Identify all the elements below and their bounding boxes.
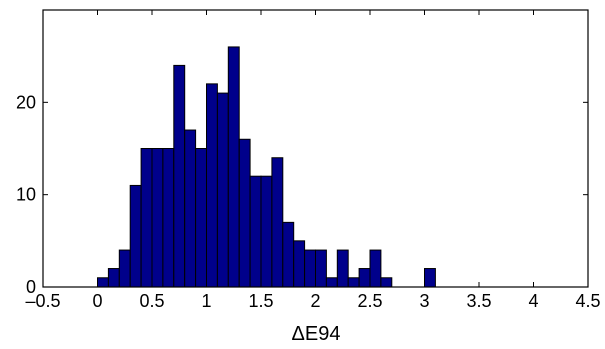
- histogram-bar: [293, 240, 306, 288]
- x-tick-label: 2: [310, 291, 320, 311]
- x-tick-label: 3.5: [466, 291, 491, 311]
- bars-group: [97, 46, 436, 288]
- x-tick-label: 0: [92, 291, 102, 311]
- histogram-bar: [271, 157, 284, 288]
- histogram-bar: [260, 175, 273, 288]
- histogram-bar: [118, 249, 131, 288]
- histogram-bar: [424, 268, 436, 288]
- histogram-bar: [336, 249, 349, 288]
- y-tick-label: 10: [16, 185, 36, 205]
- x-tick-label: 4.5: [575, 291, 600, 311]
- histogram-bar: [249, 175, 262, 288]
- x-axis-label: ΔE94: [292, 323, 341, 345]
- histogram-bar: [238, 138, 251, 288]
- histogram-bar: [129, 184, 142, 288]
- x-tick-label: –0.5: [25, 291, 60, 311]
- histogram-bar: [325, 277, 338, 288]
- y-tick-label: 20: [16, 92, 36, 112]
- histogram-bar: [107, 268, 120, 288]
- histogram-bar: [315, 249, 327, 288]
- x-tick-label: 1.5: [248, 291, 273, 311]
- histogram-bar: [216, 92, 229, 288]
- plot-frame: [42, 9, 589, 288]
- histogram-bar: [304, 249, 317, 288]
- histogram-bar: [151, 148, 164, 288]
- histogram-bar: [97, 277, 109, 288]
- ticks-group: [42, 10, 589, 288]
- histogram-bar: [206, 83, 218, 288]
- x-tick-label: 0.5: [139, 291, 164, 311]
- histogram-bar: [227, 46, 240, 288]
- x-tick-label: 1: [201, 291, 211, 311]
- histogram-bar: [347, 277, 360, 288]
- histogram-bar: [162, 148, 175, 288]
- histogram-bar: [358, 268, 371, 288]
- x-tick-label: 3: [419, 291, 429, 311]
- histogram-bar: [380, 277, 393, 288]
- x-tick-label: 4: [528, 291, 538, 311]
- x-tick-label: 2.5: [357, 291, 382, 311]
- histogram-bar: [282, 221, 295, 288]
- histogram-bar: [195, 148, 208, 288]
- histogram-bar: [173, 64, 186, 288]
- histogram-bar: [140, 148, 153, 288]
- histogram-bar: [184, 129, 197, 288]
- histogram-bar: [369, 249, 382, 288]
- y-tick-label: 0: [26, 277, 36, 297]
